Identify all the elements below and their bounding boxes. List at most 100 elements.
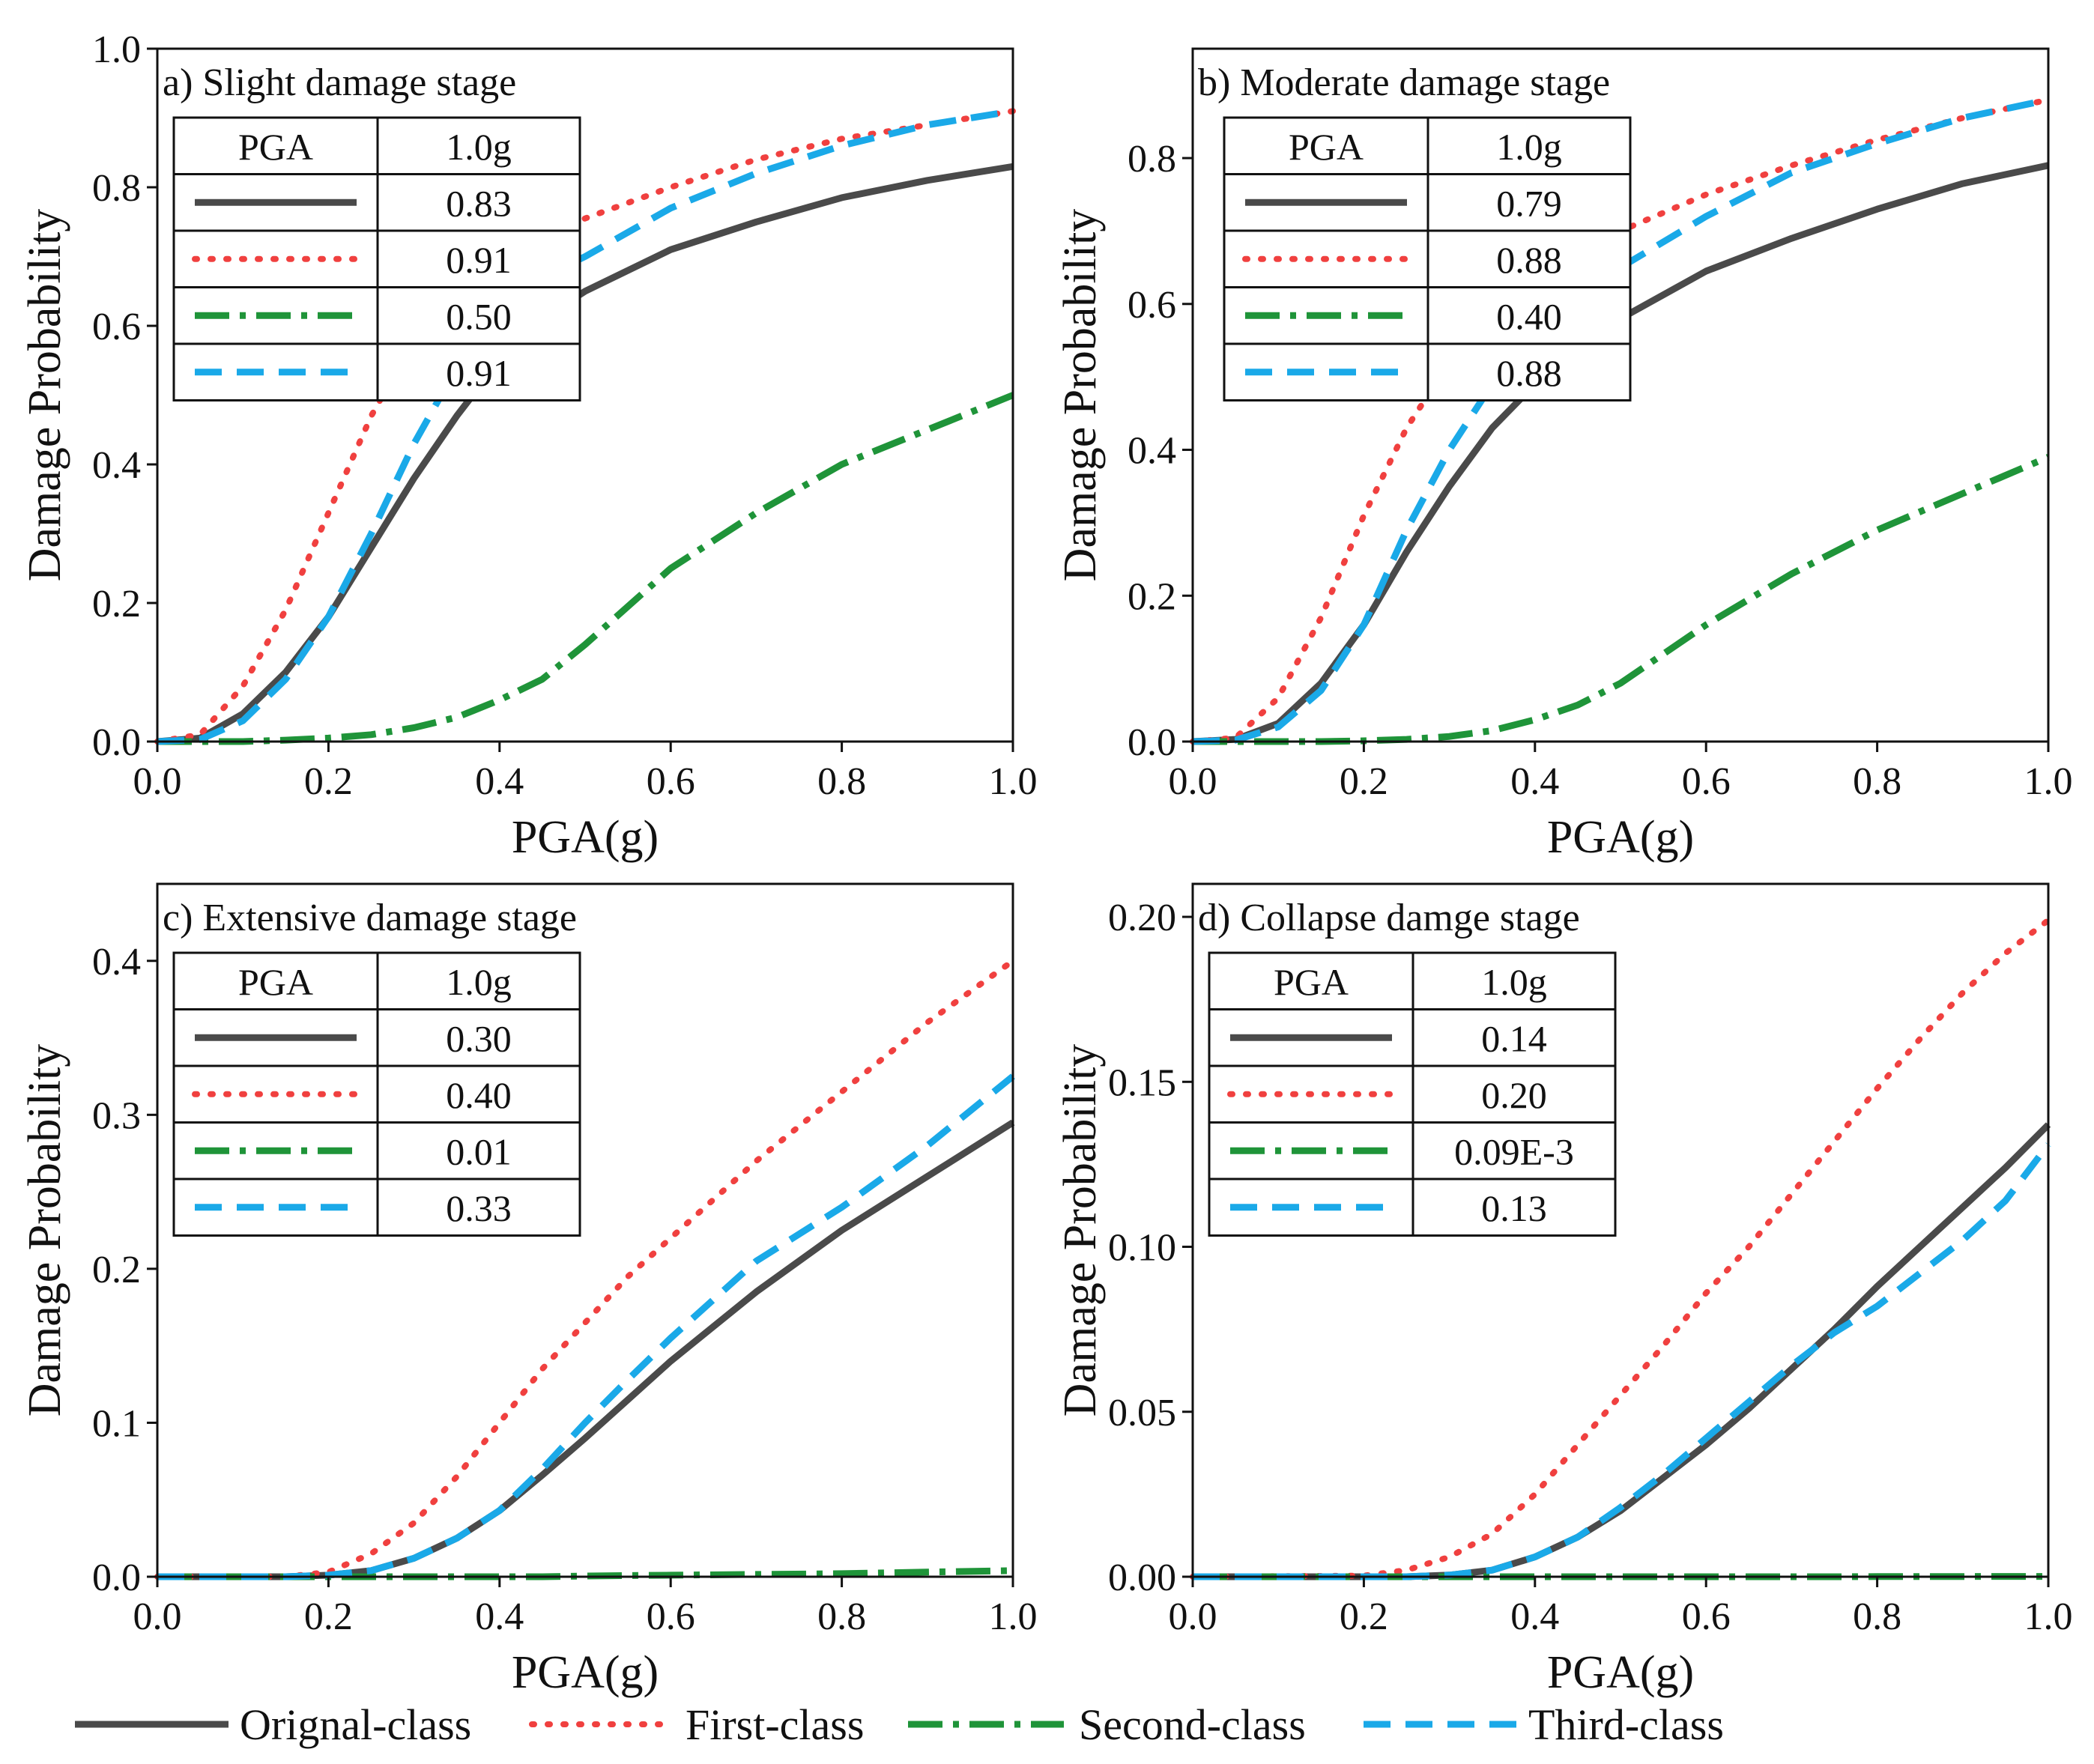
x-tick-label: 0.0 — [133, 760, 182, 803]
x-tick-label: 0.8 — [1853, 760, 1901, 803]
x-tick-label: 0.0 — [1169, 760, 1217, 803]
y-axis-label: Damage Probability — [1055, 1044, 1106, 1417]
inset-table: PGA 1.0g 0.14 0.20 0.09E-3 0.13 — [1208, 951, 1617, 1237]
table-value: 0.83 — [446, 182, 512, 224]
x-tick-label: 0.2 — [1340, 1595, 1388, 1638]
y-tick-label: 0.1 — [92, 1402, 141, 1445]
x-axis-label: PGA(g) — [1547, 812, 1694, 863]
legend-label-second: Second-class — [1079, 1700, 1306, 1749]
table-header-value: 1.0g — [1496, 126, 1562, 168]
series-line-original — [1192, 162, 2049, 745]
table-value: 0.91 — [446, 352, 512, 394]
y-tick-label: 1.0 — [92, 28, 141, 71]
table-value: 0.13 — [1481, 1187, 1547, 1229]
table-value: 0.79 — [1496, 182, 1562, 224]
x-tick-label: 0.0 — [1169, 1595, 1217, 1638]
series-line-third — [1193, 1142, 2051, 1580]
y-tick-label: 0.2 — [92, 1249, 141, 1291]
x-tick-label: 0.8 — [817, 1595, 866, 1638]
y-tick-label: 0.0 — [1128, 721, 1176, 764]
table-value: 0.91 — [446, 239, 512, 281]
panel-title: b) Moderate damage stage — [1198, 61, 1610, 104]
x-tick-label: 1.0 — [989, 760, 1038, 803]
plot-frame — [156, 47, 1014, 743]
x-tick-label: 1.0 — [2024, 1595, 2073, 1638]
y-tick-label: 0.0 — [92, 721, 141, 764]
legend-label-third: Third-class — [1528, 1700, 1724, 1749]
y-tick-label: 0.3 — [92, 1094, 141, 1137]
y-tick-label: 0.20 — [1108, 897, 1176, 939]
x-tick-label: 0.8 — [817, 760, 866, 803]
y-tick-label: 0.8 — [1128, 138, 1176, 181]
y-tick-label: 0.8 — [92, 167, 141, 210]
x-tick-label: 0.6 — [647, 1595, 695, 1638]
x-tick-label: 0.2 — [304, 760, 353, 803]
table-header-value: 1.0g — [446, 126, 512, 168]
table-value: 0.30 — [446, 1017, 512, 1059]
table-value: 0.14 — [1481, 1017, 1547, 1059]
y-axis-label: Damage Probability — [1055, 209, 1106, 582]
legend-label-first: First-class — [686, 1700, 864, 1749]
series-line-second — [157, 392, 1014, 745]
figure-legend: Orignal-class First-class Second-class Thir… — [75, 1700, 1724, 1749]
series-line-second — [1193, 454, 2050, 745]
x-tick-label: 0.4 — [475, 760, 524, 803]
table-value: 0.09E-3 — [1454, 1130, 1574, 1172]
x-tick-label: 0.6 — [647, 760, 695, 803]
inset-table: PGA 1.0g 0.79 0.88 0.40 0.88 — [1223, 116, 1632, 401]
y-axis-label: Damage Probability — [19, 1044, 70, 1417]
x-tick-label: 0.4 — [1510, 1595, 1559, 1638]
table-value: 0.40 — [446, 1074, 512, 1116]
table-value: 0.20 — [1481, 1074, 1547, 1116]
legend-label-original: Orignal-class — [240, 1700, 471, 1749]
plot-frame — [1191, 882, 2050, 1578]
y-tick-label: 0.6 — [92, 306, 141, 348]
y-tick-label: 0.10 — [1108, 1227, 1176, 1270]
panel-title: c) Extensive damage stage — [163, 897, 577, 939]
table-value: 0.40 — [1496, 295, 1562, 337]
plot-frame — [1191, 47, 2050, 743]
table-header-pga: PGA — [1274, 961, 1349, 1003]
x-tick-label: 0.4 — [475, 1595, 524, 1638]
x-axis-label: PGA(g) — [512, 812, 659, 863]
y-tick-label: 0.4 — [1128, 430, 1176, 473]
table-value: 0.33 — [446, 1187, 512, 1229]
table-value: 0.88 — [1496, 352, 1562, 394]
panel-2: 0.0 0.2 0.4 0.6 0.8 1.0 0.0 0.2 0.4 0.6 0.8 PGA(g) D… — [1055, 47, 2073, 863]
inset-table: PGA 1.0g 0.30 0.40 0.01 0.33 — [172, 951, 581, 1237]
table-header-pga: PGA — [238, 961, 313, 1003]
x-tick-label: 0.4 — [1510, 760, 1559, 803]
x-tick-label: 0.6 — [1682, 1595, 1731, 1638]
y-tick-label: 0.4 — [92, 941, 141, 983]
inset-table: PGA 1.0g 0.83 0.91 0.50 0.91 — [172, 116, 581, 401]
x-tick-label: 0.6 — [1682, 760, 1731, 803]
x-tick-label: 0.0 — [133, 1595, 182, 1638]
x-tick-label: 0.8 — [1853, 1595, 1901, 1638]
panel-title: a) Slight damage stage — [163, 61, 516, 104]
y-tick-label: 0.05 — [1108, 1392, 1176, 1434]
y-tick-label: 0.2 — [1128, 575, 1176, 618]
y-tick-label: 0.6 — [1128, 284, 1176, 327]
y-tick-label: 0.0 — [92, 1557, 141, 1599]
table-value: 0.88 — [1496, 239, 1562, 281]
x-tick-label: 1.0 — [989, 1595, 1038, 1638]
panel-1: 0.0 0.2 0.4 0.6 0.8 1.0 0.0 0.2 0.4 0.6 0.8 1.0 PGA(… — [19, 28, 1038, 863]
panel-4: 0.0 0.2 0.4 0.6 0.8 1.00.000.050.100.150.20PG… — [1055, 882, 2073, 1698]
table-header-value: 1.0g — [1481, 961, 1547, 1003]
panel-3: 0.0 0.2 0.4 0.6 0.8 1.0 0.0 0.1 0.2 0.3 0.4 PGA(g) D… — [19, 882, 1038, 1698]
plot-frame — [156, 882, 1014, 1578]
panel-title: d) Collapse damge stage — [1198, 897, 1580, 939]
x-tick-label: 0.2 — [1340, 760, 1388, 803]
table-header-pga: PGA — [238, 126, 313, 168]
x-axis-label: PGA(g) — [1547, 1647, 1694, 1698]
table-header-value: 1.0g — [446, 961, 512, 1003]
table-value: 0.50 — [446, 295, 512, 337]
table-header-pga: PGA — [1289, 126, 1364, 168]
table-value: 0.01 — [446, 1130, 512, 1172]
y-axis-label: Damage Probability — [19, 209, 70, 582]
x-axis-label: PGA(g) — [512, 1647, 659, 1698]
series-line-first — [1190, 917, 2051, 1580]
y-tick-label: 0.2 — [92, 583, 141, 625]
x-tick-label: 1.0 — [2024, 760, 2073, 803]
